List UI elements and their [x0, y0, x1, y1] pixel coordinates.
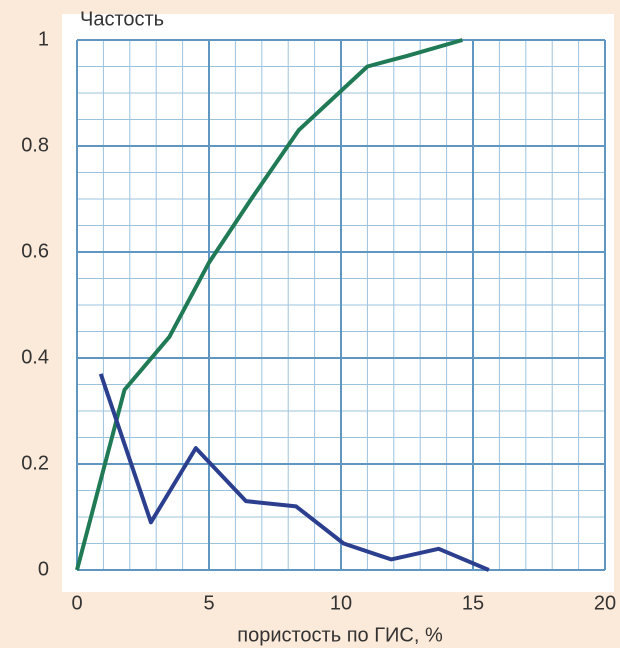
y-axis-title: Частость: [80, 8, 164, 30]
x-tick-label: 15: [462, 592, 484, 614]
y-tick-label: 0: [38, 558, 49, 580]
y-tick-label: 0.4: [21, 346, 49, 368]
y-tick-label: 0.2: [21, 452, 49, 474]
line: [98, 373, 490, 572]
x-tick-label: 5: [203, 592, 214, 614]
marks: [75, 38, 490, 572]
x-tick-label: 20: [594, 592, 616, 614]
y-tick-label: 0.8: [21, 134, 49, 156]
plot-area: [62, 14, 614, 592]
x-tick-label: 10: [330, 592, 352, 614]
y-tick-label: 1: [38, 28, 49, 50]
grid: [76, 39, 606, 571]
y-tick-label: 0.6: [21, 240, 49, 262]
x-axis-title: пористость по ГИС, %: [237, 624, 443, 646]
line: [75, 38, 463, 571]
x-tick-label: 0: [71, 592, 82, 614]
